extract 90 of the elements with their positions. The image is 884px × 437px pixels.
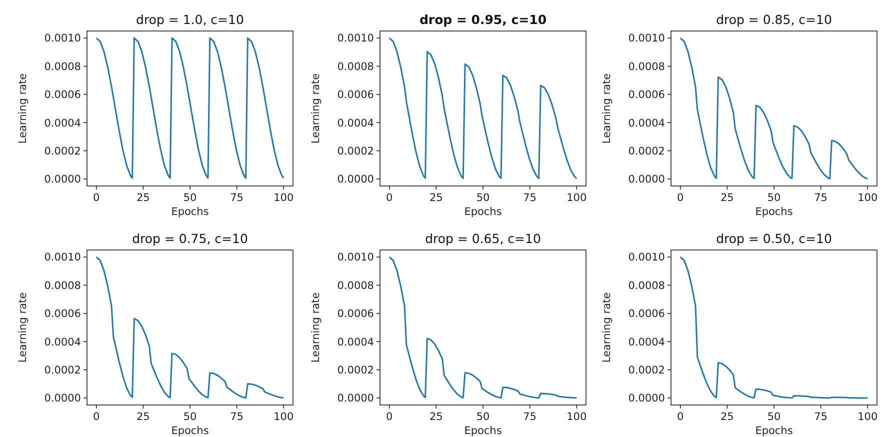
x-tick-label: 75 (523, 192, 537, 204)
y-tick-label: 0.0008 (44, 280, 81, 292)
x-tick-label: 100 (858, 192, 878, 204)
x-axis-title: Epochs (171, 425, 209, 437)
y-tick-label: 0.0004 (628, 117, 666, 130)
y-tick-label: 0.0006 (44, 308, 82, 320)
y-tick-label: 0.0004 (44, 117, 82, 130)
y-tick-label: 0.0008 (337, 60, 374, 73)
x-tick-label: 25 (429, 411, 443, 423)
x-tick-label: 100 (858, 411, 878, 423)
x-tick-label: 100 (566, 192, 587, 204)
y-tick-label: 0.0010 (337, 252, 374, 264)
x-tick-label: 50 (476, 411, 490, 423)
x-tick-label: 0 (93, 192, 100, 204)
y-tick-label: 0.0002 (337, 145, 374, 158)
chart-title: drop = 0.85, c=10 (716, 12, 832, 27)
y-tick-label: 0.0006 (628, 308, 666, 320)
x-tick-label: 25 (720, 411, 734, 423)
y-tick-label: 0.0010 (44, 32, 81, 45)
y-tick-label: 0.0000 (337, 392, 374, 405)
x-tick-label: 25 (429, 192, 443, 204)
x-axis-title: Epochs (464, 425, 502, 437)
y-axis-title: Learning rate (17, 73, 29, 144)
y-tick-label: 0.0010 (44, 252, 81, 264)
chart-title: drop = 0.50, c=10 (716, 231, 832, 246)
y-tick-label: 0.0010 (337, 32, 374, 45)
x-tick-label: 75 (230, 192, 244, 204)
x-axis-title: Epochs (755, 425, 793, 437)
x-tick-label: 75 (814, 411, 828, 423)
x-tick-label: 75 (230, 411, 244, 423)
x-tick-label: 75 (814, 192, 828, 204)
y-tick-label: 0.0008 (628, 280, 665, 292)
y-axis-title: Learning rate (601, 73, 613, 144)
x-tick-label: 0 (386, 411, 393, 423)
y-tick-label: 0.0006 (337, 308, 374, 320)
x-tick-label: 25 (720, 192, 734, 204)
y-tick-label: 0.0004 (44, 336, 82, 348)
y-tick-label: 0.0008 (44, 60, 81, 73)
y-tick-label: 0.0002 (337, 364, 374, 376)
x-tick-label: 50 (767, 192, 781, 204)
y-tick-label: 0.0010 (628, 32, 665, 45)
x-tick-label: 100 (566, 411, 587, 423)
line-series (96, 256, 284, 399)
line-series (388, 256, 578, 399)
y-tick-label: 0.0002 (628, 364, 665, 376)
x-tick-label: 0 (386, 192, 393, 204)
x-axis-title: Epochs (171, 206, 209, 218)
x-tick-label: 0 (93, 411, 100, 423)
y-tick-label: 0.0004 (337, 336, 374, 348)
chart-title: drop = 0.95, c=10 (419, 12, 547, 27)
y-tick-label: 0.0000 (628, 174, 665, 186)
y-tick-label: 0.0004 (628, 336, 666, 348)
y-tick-label: 0.0002 (44, 364, 81, 376)
y-tick-label: 0.0000 (44, 392, 81, 405)
x-tick-label: 0 (677, 192, 684, 204)
x-axis-title: Epochs (755, 206, 793, 218)
x-tick-label: 100 (274, 192, 294, 204)
chart-title: drop = 0.65, c=10 (425, 231, 541, 246)
x-axis-title: Epochs (464, 206, 502, 218)
x-tick-label: 50 (767, 411, 781, 423)
x-tick-label: 100 (274, 411, 294, 423)
line-series (96, 37, 284, 179)
y-tick-label: 0.0006 (44, 89, 82, 102)
y-tick-label: 0.0010 (628, 252, 665, 264)
y-axis-title: Learning rate (310, 73, 322, 144)
chart-title: drop = 1.0, c=10 (136, 12, 244, 27)
y-tick-label: 0.0006 (337, 89, 374, 102)
y-tick-label: 0.0000 (628, 392, 665, 405)
y-tick-label: 0.0008 (628, 60, 665, 73)
line-series (388, 37, 578, 180)
chart-title: drop = 0.75, c=10 (132, 231, 248, 246)
y-axis-title: Learning rate (601, 292, 613, 363)
x-tick-label: 50 (183, 192, 197, 204)
y-tick-label: 0.0000 (337, 174, 374, 186)
y-tick-label: 0.0008 (337, 280, 374, 292)
x-tick-label: 50 (183, 411, 197, 423)
x-tick-label: 25 (136, 192, 150, 204)
y-axis-title: Learning rate (17, 292, 29, 363)
x-tick-label: 0 (677, 411, 684, 423)
line-series (680, 256, 868, 399)
x-tick-label: 50 (476, 192, 490, 204)
x-tick-label: 25 (136, 411, 150, 423)
x-tick-label: 75 (523, 411, 537, 423)
y-tick-label: 0.0002 (44, 145, 81, 158)
y-tick-label: 0.0000 (44, 174, 81, 186)
line-series (680, 37, 868, 180)
y-tick-label: 0.0004 (337, 117, 374, 130)
y-axis-title: Learning rate (310, 292, 322, 363)
y-tick-label: 0.0002 (628, 145, 665, 158)
y-tick-label: 0.0006 (628, 89, 666, 102)
